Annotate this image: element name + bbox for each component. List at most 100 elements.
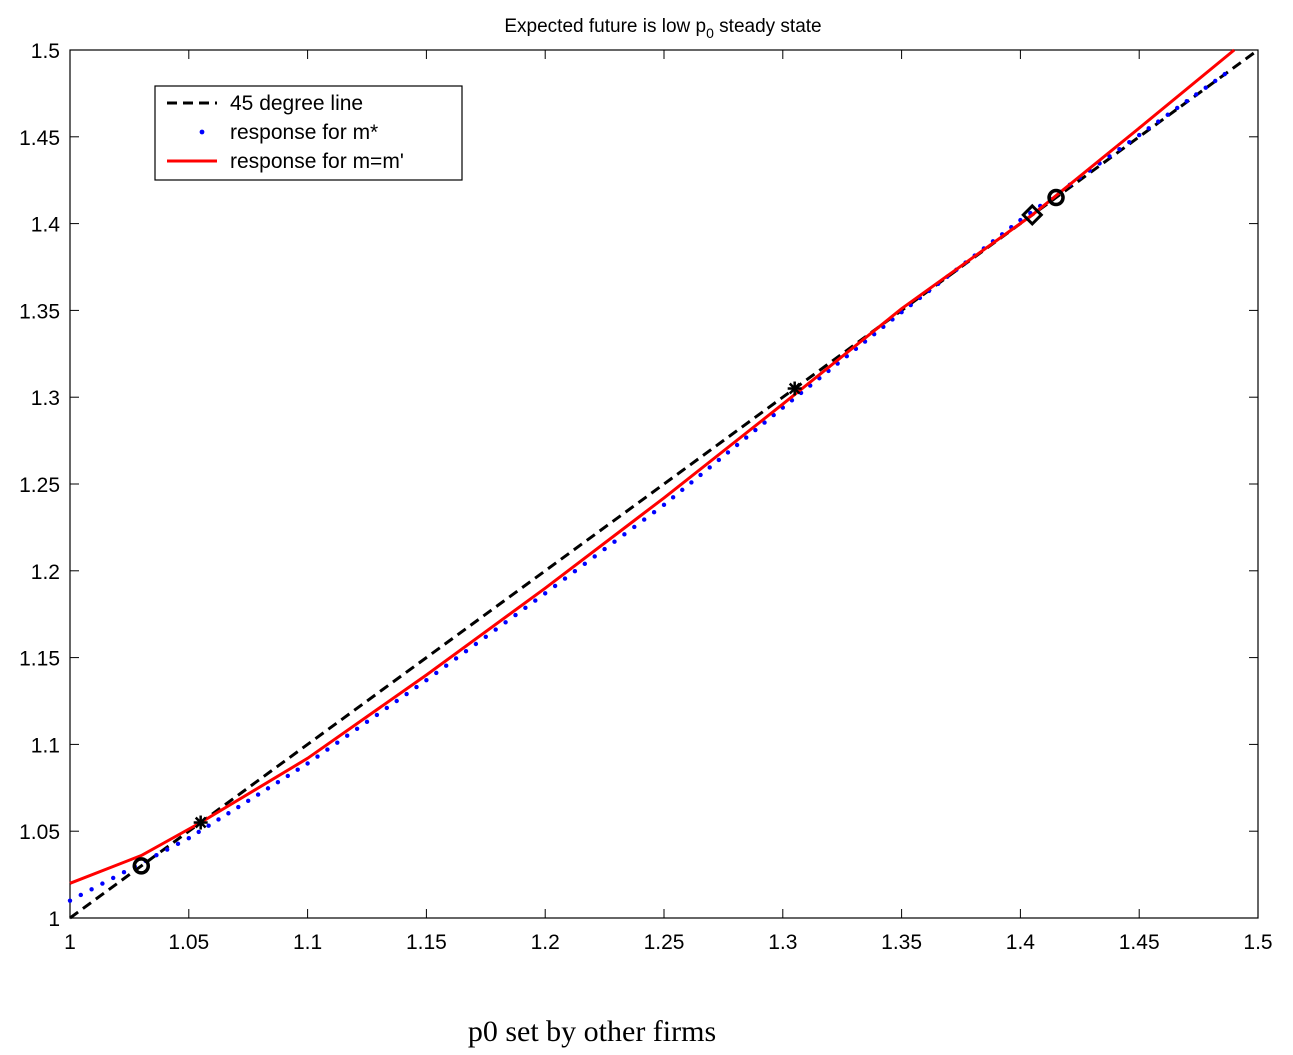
series-point xyxy=(1203,85,1208,90)
series-point xyxy=(1184,99,1189,104)
series-point xyxy=(592,554,597,559)
series-point xyxy=(111,875,116,881)
series-point xyxy=(1194,92,1199,97)
series-point xyxy=(275,779,281,785)
y-tick-label: 1.05 xyxy=(19,821,60,844)
series-point xyxy=(716,457,722,463)
series-point xyxy=(734,442,740,448)
x-tick-label: 1 xyxy=(64,931,76,954)
series-point xyxy=(315,754,320,759)
series-point xyxy=(374,712,380,718)
series-point xyxy=(622,532,627,537)
series-point xyxy=(533,598,538,603)
chart-title-subscript: 0 xyxy=(706,25,714,41)
series-point xyxy=(246,798,251,804)
diamond-marker xyxy=(1021,203,1044,227)
series-point xyxy=(1107,154,1112,159)
x-tick-label: 1.2 xyxy=(531,931,560,954)
x-tick-label: 1.25 xyxy=(644,931,685,954)
series-point xyxy=(642,517,647,522)
series-point xyxy=(89,887,94,892)
series-point xyxy=(1165,112,1170,117)
series-point xyxy=(265,786,271,791)
x-tick-label: 1.1 xyxy=(293,931,322,954)
legend-label: response for m* xyxy=(230,121,378,144)
series-point xyxy=(698,472,703,478)
series-point xyxy=(414,684,419,690)
x-tick-label: 1.3 xyxy=(768,931,797,954)
series-point xyxy=(444,663,449,668)
chart-title-suffix: steady state xyxy=(714,16,822,37)
series-point xyxy=(364,719,370,725)
circle-marker xyxy=(132,857,151,875)
y-tick-label: 1.45 xyxy=(19,127,60,150)
series-point xyxy=(689,480,694,485)
circle-marker xyxy=(1047,188,1065,207)
series-point xyxy=(680,487,685,493)
y-tick-label: 1.5 xyxy=(31,40,60,63)
series-point xyxy=(196,829,201,835)
legend: 45 degree line response for m* response fo… xyxy=(154,85,463,181)
series-point xyxy=(325,747,330,752)
series-point xyxy=(345,733,350,738)
asterisk-stroke xyxy=(788,382,801,395)
series-point xyxy=(463,649,469,654)
y-tick-label: 1.2 xyxy=(31,561,60,584)
series-point xyxy=(424,677,429,683)
series-point xyxy=(725,450,731,455)
series-point xyxy=(483,634,488,639)
series-point xyxy=(453,656,459,661)
asterisk-marker xyxy=(193,815,208,830)
series-point xyxy=(154,852,159,858)
series-point xyxy=(552,583,558,589)
asterisk-stroke xyxy=(194,816,207,829)
series-point xyxy=(661,502,667,508)
series-point xyxy=(394,698,399,704)
series-point xyxy=(121,870,127,875)
series-point xyxy=(175,841,181,847)
series-point xyxy=(384,705,389,711)
series-point xyxy=(523,605,528,611)
series-point xyxy=(1213,78,1218,84)
series-point xyxy=(1117,147,1122,152)
y-tick-label: 1.25 xyxy=(19,474,60,497)
series-point xyxy=(582,561,587,567)
series-point xyxy=(100,881,105,886)
series-point xyxy=(744,435,749,440)
x-tick-label: 1.5 xyxy=(1243,931,1272,954)
y-tick-label: 1.3 xyxy=(31,387,60,410)
series-point xyxy=(295,767,300,772)
series-point xyxy=(670,495,676,500)
x-tick-label: 1.35 xyxy=(881,931,922,954)
series-point xyxy=(186,835,191,841)
x-axis-label: p0 set by other firms xyxy=(468,1015,716,1048)
series-point xyxy=(216,817,221,822)
series-point xyxy=(335,740,340,745)
series-point xyxy=(612,539,617,544)
legend-label: 45 degree line xyxy=(230,92,363,115)
y-tick-label: 1.4 xyxy=(31,214,61,237)
series-point xyxy=(1222,71,1227,77)
series-point xyxy=(165,847,170,852)
series-point xyxy=(762,420,767,425)
asterisk-marker xyxy=(787,381,802,396)
series-point xyxy=(1146,126,1151,131)
series-point xyxy=(707,465,712,470)
y-tick-label: 1.1 xyxy=(31,734,60,757)
series-point xyxy=(78,892,84,898)
series-point xyxy=(354,726,360,731)
series-point xyxy=(255,792,261,797)
series-point xyxy=(543,591,548,596)
y-tick-label: 1.15 xyxy=(19,648,60,671)
series-point xyxy=(67,898,73,903)
series-point xyxy=(1127,139,1132,145)
x-tick-label: 1.45 xyxy=(1119,931,1160,954)
series-point xyxy=(1137,132,1142,138)
x-tick-label: 1.05 xyxy=(168,931,209,954)
series-point xyxy=(1175,105,1180,111)
series-45-degree-line xyxy=(69,48,1259,920)
plot-area: 1 1.05 1.1 1.15 1.2 1.25 1.3 1.35 1.4 1.45 1.5 1 1.0… xyxy=(19,40,1272,954)
series-point xyxy=(632,524,637,530)
series-point xyxy=(434,670,439,676)
